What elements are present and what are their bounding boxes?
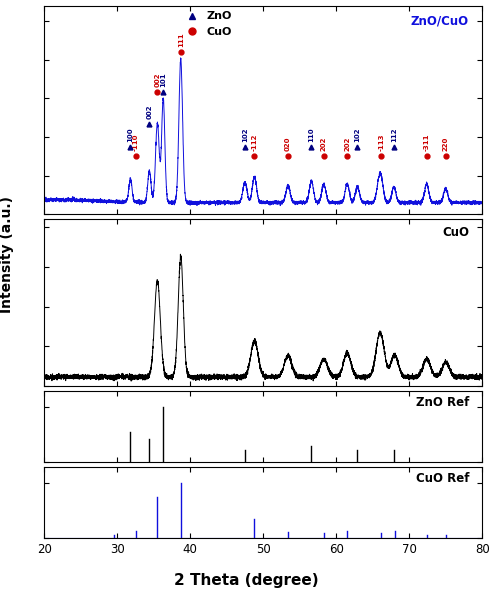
Text: 220: 220 <box>443 137 449 151</box>
Text: 102: 102 <box>354 127 360 142</box>
Text: 101: 101 <box>160 73 166 87</box>
Text: 110: 110 <box>308 127 314 142</box>
Text: CuO: CuO <box>442 226 469 239</box>
Text: 112: 112 <box>391 127 397 142</box>
Text: 020: 020 <box>285 137 291 151</box>
Text: 002: 002 <box>147 105 153 119</box>
Text: 202: 202 <box>344 137 350 151</box>
Text: 102: 102 <box>242 127 248 142</box>
Text: CuO Ref: CuO Ref <box>416 472 469 485</box>
Text: 2 Theta (degree): 2 Theta (degree) <box>174 573 318 588</box>
Text: ZnO/CuO: ZnO/CuO <box>411 14 469 27</box>
Text: 100: 100 <box>127 127 133 142</box>
Text: -112: -112 <box>251 134 257 151</box>
Text: 202: 202 <box>321 137 327 151</box>
Text: -110: -110 <box>132 134 139 151</box>
Text: ZnO Ref: ZnO Ref <box>416 396 469 409</box>
Text: 002: 002 <box>154 73 160 87</box>
Text: 111: 111 <box>178 33 184 47</box>
Text: -113: -113 <box>378 134 384 151</box>
Legend: ZnO, CuO: ZnO, CuO <box>181 11 232 37</box>
Text: -311: -311 <box>424 134 430 151</box>
Text: Intensity (a.u.): Intensity (a.u.) <box>0 196 14 313</box>
